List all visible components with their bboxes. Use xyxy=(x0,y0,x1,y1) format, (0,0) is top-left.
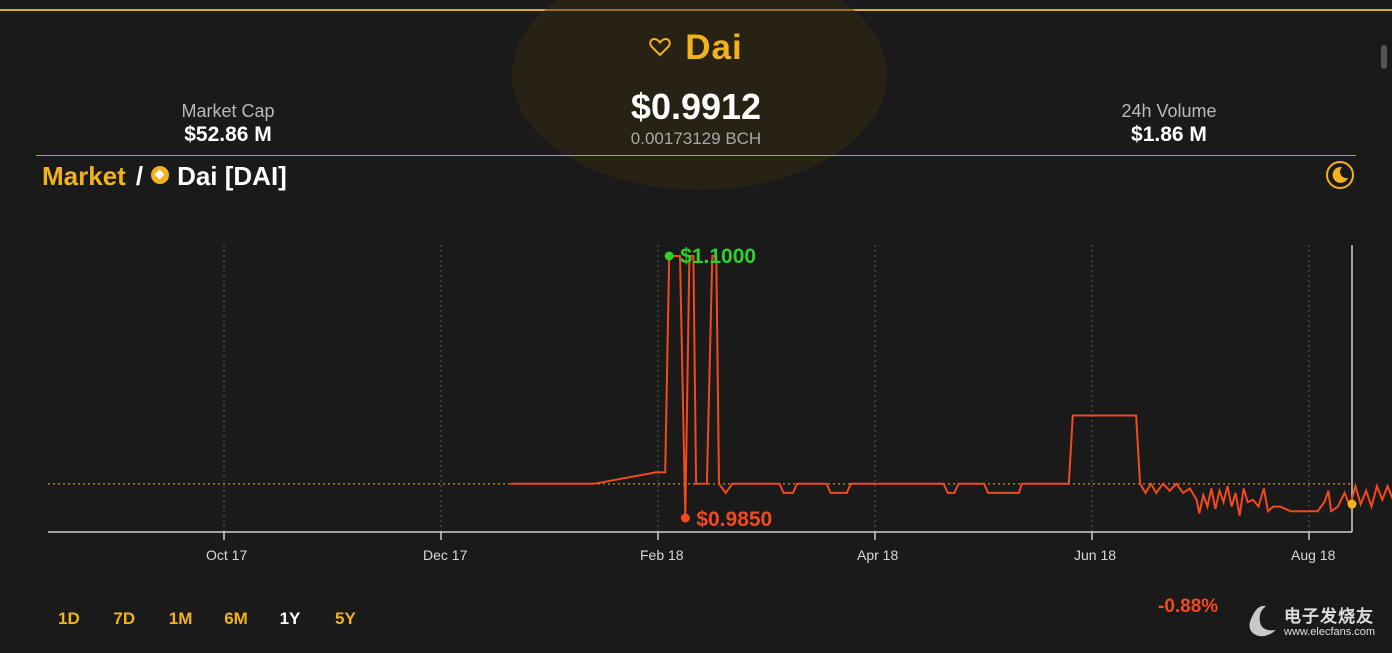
range-button-6m[interactable]: 6M xyxy=(224,609,248,628)
watermark-logo-icon xyxy=(1249,605,1276,637)
volume-value: $1.86 M xyxy=(1131,123,1207,146)
watermark: 电子发烧友 www.elecfans.com xyxy=(1246,600,1386,646)
moon-icon xyxy=(1332,166,1348,183)
current-price-marker xyxy=(1347,499,1357,509)
coin-title: Dai xyxy=(0,28,1392,70)
range-button-5y[interactable]: 5Y xyxy=(335,609,356,628)
watermark-url: www.elecfans.com xyxy=(1284,626,1376,638)
coin-price-bch: 0.00173129 BCH xyxy=(630,129,762,148)
range-button-1y[interactable]: 1Y xyxy=(279,609,301,628)
header-divider xyxy=(36,155,1356,156)
low-label: $0.9850 xyxy=(696,508,772,531)
high-label: $1.1000 xyxy=(680,245,756,268)
low-marker xyxy=(680,513,690,523)
market-cap-value: $52.86 M xyxy=(184,123,272,146)
high-marker xyxy=(664,251,674,261)
background-logo xyxy=(512,0,887,190)
price-chart[interactable]: Oct 17 Dec 17 Feb 18 Apr 18 Jun 18 Aug 18 $1.… xyxy=(0,0,1392,600)
dai-icon xyxy=(151,166,170,185)
top-accent-line xyxy=(0,9,1392,11)
x-tick-label: Apr 18 xyxy=(857,547,898,563)
watermark-text: 电子发烧友 xyxy=(1284,607,1374,626)
coin-name: Dai xyxy=(685,28,743,67)
price-change: -0.88% xyxy=(1158,596,1219,617)
volume-stat: 24h Volume $1.86 M xyxy=(1069,101,1269,147)
market-cap-label: Market Cap xyxy=(181,101,275,121)
heart-icon[interactable] xyxy=(649,26,671,66)
x-tick-label: Oct 17 xyxy=(206,547,247,563)
x-tick-label: Feb 18 xyxy=(640,547,684,563)
price-line[interactable] xyxy=(510,255,1392,519)
volume-label: 24h Volume xyxy=(1121,101,1217,121)
x-tick-label: Jun 18 xyxy=(1074,547,1116,563)
market-cap-stat: Market Cap $52.86 M xyxy=(128,101,328,147)
x-tick-label: Dec 17 xyxy=(423,547,468,563)
grid-lines xyxy=(223,245,1310,532)
breadcrumb-separator: / xyxy=(135,161,144,191)
range-button-1m[interactable]: 1M xyxy=(168,609,193,628)
range-button-7d[interactable]: 7D xyxy=(113,609,136,628)
breadcrumb: Market / Dai [DAI] xyxy=(42,161,287,192)
coin-price: $0.9912 xyxy=(630,86,762,127)
x-axis-ticks: Oct 17 Dec 17 Feb 18 Apr 18 Jun 18 Aug 18 xyxy=(206,532,1336,563)
theme-toggle-button[interactable] xyxy=(1326,161,1354,189)
breadcrumb-market-link[interactable]: Market xyxy=(42,161,126,191)
x-tick-label: Aug 18 xyxy=(1291,547,1336,563)
scrollbar-thumb[interactable] xyxy=(1381,45,1387,69)
range-button-1d[interactable]: 1D xyxy=(58,609,80,628)
breadcrumb-coin: Dai [DAI] xyxy=(177,161,287,191)
